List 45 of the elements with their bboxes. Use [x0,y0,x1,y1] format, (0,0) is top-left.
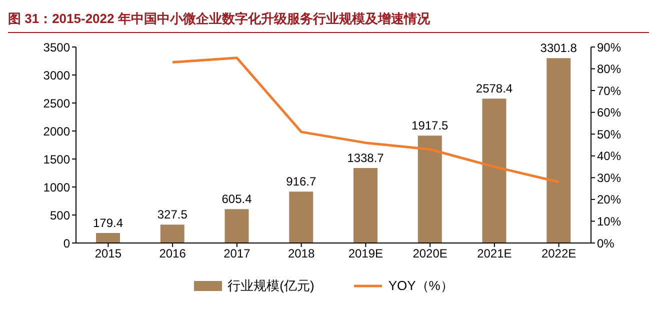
y-tick-label: 2000 [43,124,70,138]
legend-label: YOY（%） [387,277,454,295]
bar [224,209,249,243]
y-tick-label: 1500 [43,152,70,166]
data-label: 1917.5 [412,118,449,133]
legend-label: 行业规模(亿元) [226,277,314,295]
chart-title: 图 31：2015-2022 年中国中小微企业数字化升级服务行业规模及增速情况 [8,8,649,33]
data-label: 3301.8 [540,41,578,56]
bar [96,232,120,243]
data-label: 2578.4 [476,82,513,96]
data-label: 916.7 [286,174,316,189]
data-label: 605.4 [222,192,252,206]
y2-tick-label: 60% [597,106,622,120]
data-label: 1338.7 [347,151,384,166]
bar [160,224,184,243]
y2-tick-label: 90% [597,40,622,54]
y2-tick-label: 70% [597,84,622,98]
y-tick-label: 500 [50,208,70,222]
bar [289,192,314,243]
x-tick-label: 2018 [288,246,315,261]
bar [546,58,571,243]
x-tick-label: 2022E [541,246,576,261]
x-tick-label: 2019E [348,246,384,261]
data-label: 327.5 [157,208,188,222]
x-tick-label: 2017 [224,246,251,261]
y-tick-label: 0 [63,236,70,250]
y-tick-label: 2500 [43,96,70,110]
x-tick-label: 2020E [412,246,448,261]
y2-tick-label: 20% [597,192,622,207]
x-tick-label: 2021E [477,246,512,261]
y2-tick-label: 50% [597,127,622,142]
x-tick-label: 2015 [94,246,122,261]
bar [354,168,378,243]
bar [418,136,442,243]
bar [482,98,506,243]
data-label: 179.4 [92,216,124,230]
y-tick-label: 1000 [43,180,70,194]
y2-tick-label: 0% [597,236,615,250]
y2-tick-label: 10% [597,214,622,228]
y2-tick-label: 80% [597,62,622,76]
y2-tick-label: 40% [597,149,622,164]
y-tick-label: 3000 [43,68,70,82]
x-tick-label: 2016 [159,246,186,261]
y-tick-label: 3500 [43,40,70,54]
y2-tick-label: 30% [597,170,622,185]
